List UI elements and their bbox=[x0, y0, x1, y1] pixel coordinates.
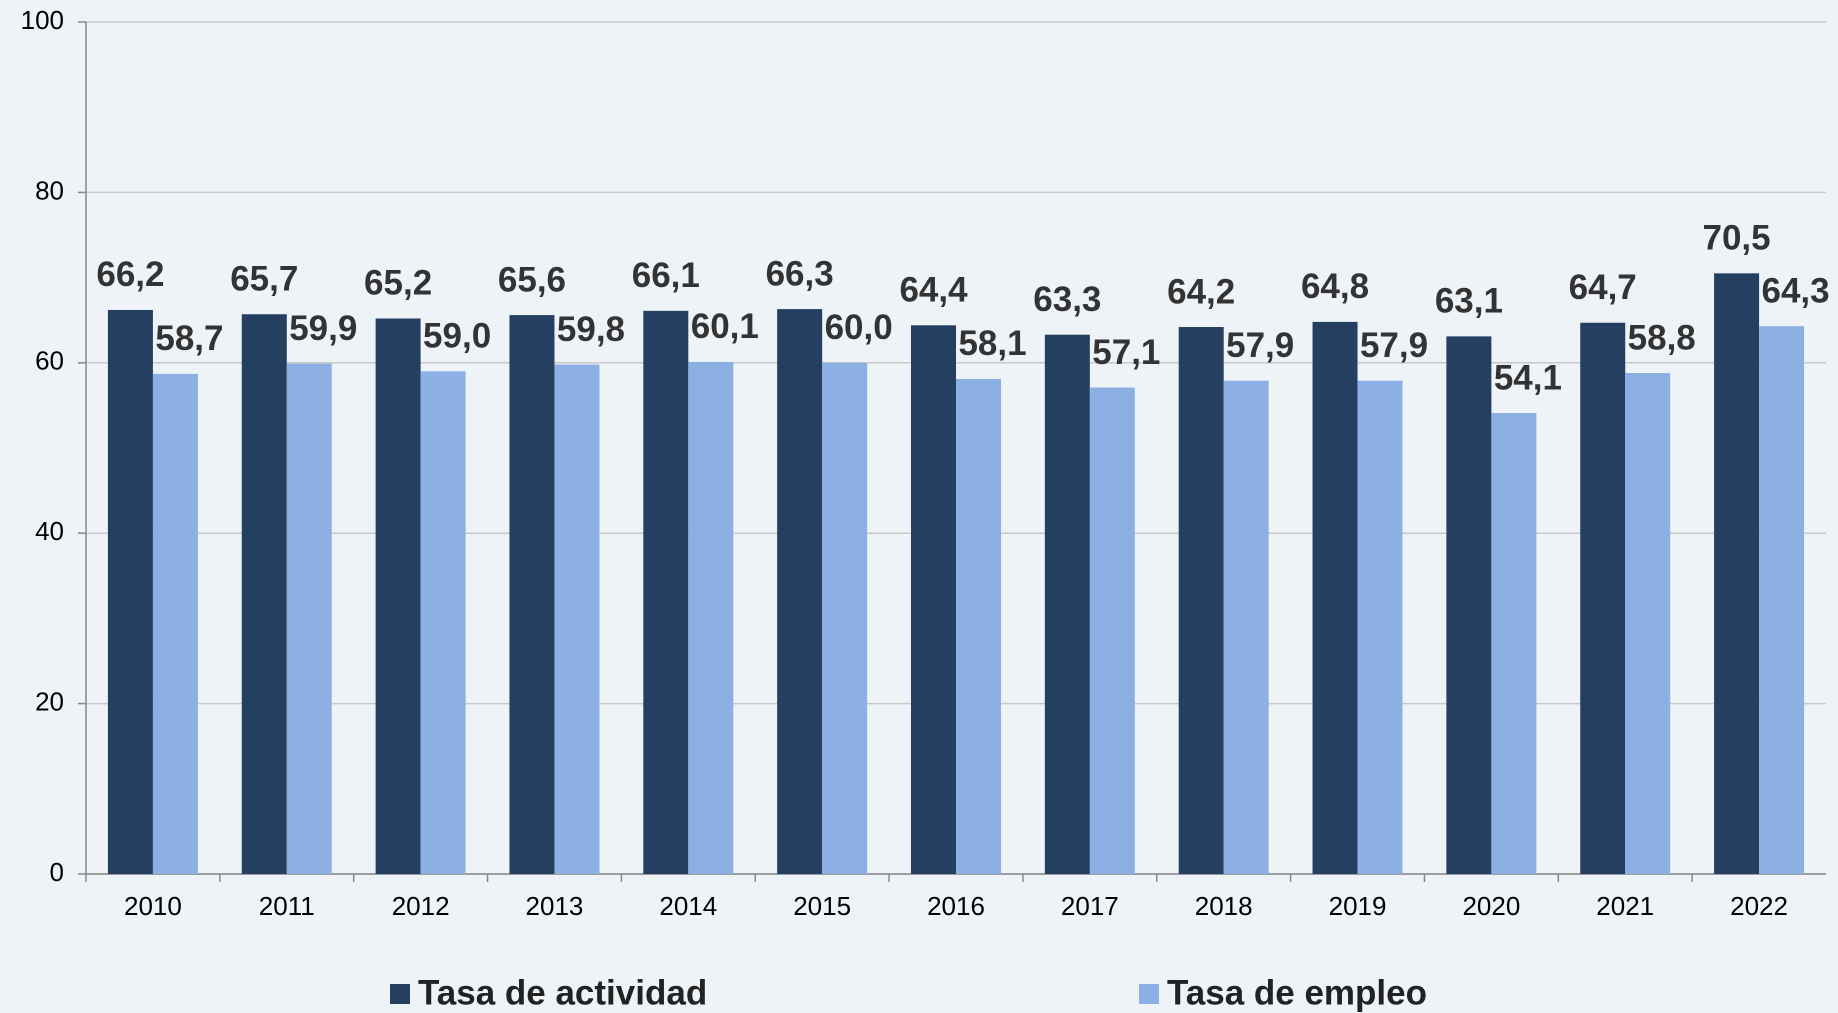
value-label: 54,1 bbox=[1494, 358, 1562, 397]
bar bbox=[1491, 413, 1537, 874]
bar bbox=[643, 310, 689, 874]
x-tick-label: 2022 bbox=[1730, 891, 1788, 921]
y-tick-label: 40 bbox=[35, 516, 64, 546]
value-label: 65,6 bbox=[498, 260, 566, 299]
value-label: 64,8 bbox=[1301, 267, 1369, 306]
x-tick-label: 2013 bbox=[526, 891, 584, 921]
value-label: 64,4 bbox=[899, 271, 968, 310]
bar bbox=[1446, 336, 1492, 874]
value-label: 70,5 bbox=[1703, 219, 1771, 258]
value-label: 60,0 bbox=[825, 308, 893, 347]
bar bbox=[1714, 273, 1760, 875]
bar bbox=[1759, 326, 1805, 874]
x-tick-label: 2011 bbox=[259, 891, 315, 921]
legend-swatch bbox=[1139, 984, 1159, 1004]
x-tick-label: 2012 bbox=[392, 891, 450, 921]
bar bbox=[1357, 380, 1403, 874]
x-tick-label: 2018 bbox=[1195, 891, 1253, 921]
value-label: 60,1 bbox=[691, 307, 759, 346]
legend-swatch bbox=[390, 984, 410, 1004]
value-label: 66,3 bbox=[766, 254, 834, 293]
y-tick-label: 0 bbox=[50, 857, 64, 887]
x-tick-label: 2019 bbox=[1329, 891, 1387, 921]
bar bbox=[822, 362, 868, 874]
y-tick-label: 80 bbox=[35, 175, 64, 205]
bar bbox=[956, 378, 1001, 874]
bar bbox=[375, 318, 421, 875]
value-label: 59,8 bbox=[557, 310, 625, 349]
bar bbox=[1223, 380, 1269, 874]
bar bbox=[107, 309, 153, 874]
bar bbox=[911, 325, 956, 874]
bar bbox=[1089, 387, 1135, 874]
x-tick-label: 2021 bbox=[1596, 891, 1654, 921]
bar bbox=[554, 364, 600, 874]
bar bbox=[1312, 321, 1358, 874]
value-label: 66,1 bbox=[632, 256, 700, 295]
value-label: 63,1 bbox=[1435, 282, 1503, 321]
bar bbox=[241, 314, 287, 875]
bar bbox=[1044, 334, 1090, 875]
value-label: 64,3 bbox=[1762, 271, 1830, 310]
bar bbox=[152, 373, 198, 874]
bar bbox=[777, 309, 823, 874]
value-label: 65,2 bbox=[364, 264, 432, 303]
value-label: 59,9 bbox=[289, 309, 357, 348]
value-label: 66,2 bbox=[96, 255, 164, 294]
x-tick-label: 2020 bbox=[1462, 891, 1520, 921]
value-label: 57,1 bbox=[1092, 333, 1160, 372]
bar bbox=[1580, 322, 1626, 875]
x-tick-label: 2014 bbox=[659, 891, 717, 921]
value-label: 64,7 bbox=[1569, 268, 1637, 307]
y-tick-label: 60 bbox=[35, 346, 64, 376]
x-tick-label: 2010 bbox=[124, 891, 182, 921]
x-tick-label: 2017 bbox=[1061, 891, 1119, 921]
bar bbox=[509, 315, 555, 874]
value-label: 58,7 bbox=[155, 319, 223, 358]
bar bbox=[688, 361, 734, 874]
value-label: 64,2 bbox=[1167, 272, 1235, 311]
value-label: 58,1 bbox=[958, 324, 1026, 363]
x-tick-label: 2016 bbox=[927, 891, 985, 921]
value-label: 59,0 bbox=[423, 317, 491, 356]
value-label: 63,3 bbox=[1033, 280, 1101, 319]
x-tick-label: 2015 bbox=[793, 891, 851, 921]
value-label: 58,8 bbox=[1628, 318, 1696, 357]
y-tick-label: 100 bbox=[21, 5, 64, 35]
bar bbox=[420, 371, 466, 874]
legend-label: Tasa de empleo bbox=[1167, 973, 1427, 1012]
y-tick-label: 20 bbox=[35, 686, 64, 716]
bar bbox=[1178, 327, 1224, 874]
value-label: 57,9 bbox=[1226, 326, 1294, 365]
legend-label: Tasa de actividad bbox=[418, 973, 707, 1012]
bar bbox=[286, 363, 332, 874]
value-label: 57,9 bbox=[1360, 326, 1428, 365]
bar bbox=[1625, 373, 1671, 874]
value-label: 65,7 bbox=[230, 259, 298, 298]
